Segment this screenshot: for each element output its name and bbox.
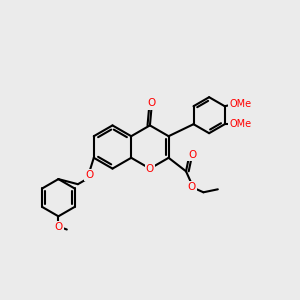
Text: O: O bbox=[188, 150, 197, 161]
Text: O: O bbox=[54, 222, 62, 233]
Text: O: O bbox=[85, 170, 93, 180]
Text: O: O bbox=[187, 182, 196, 192]
Text: O: O bbox=[146, 164, 154, 174]
Text: O: O bbox=[147, 98, 155, 109]
Text: OMe: OMe bbox=[229, 119, 251, 129]
Text: OMe: OMe bbox=[229, 99, 251, 109]
